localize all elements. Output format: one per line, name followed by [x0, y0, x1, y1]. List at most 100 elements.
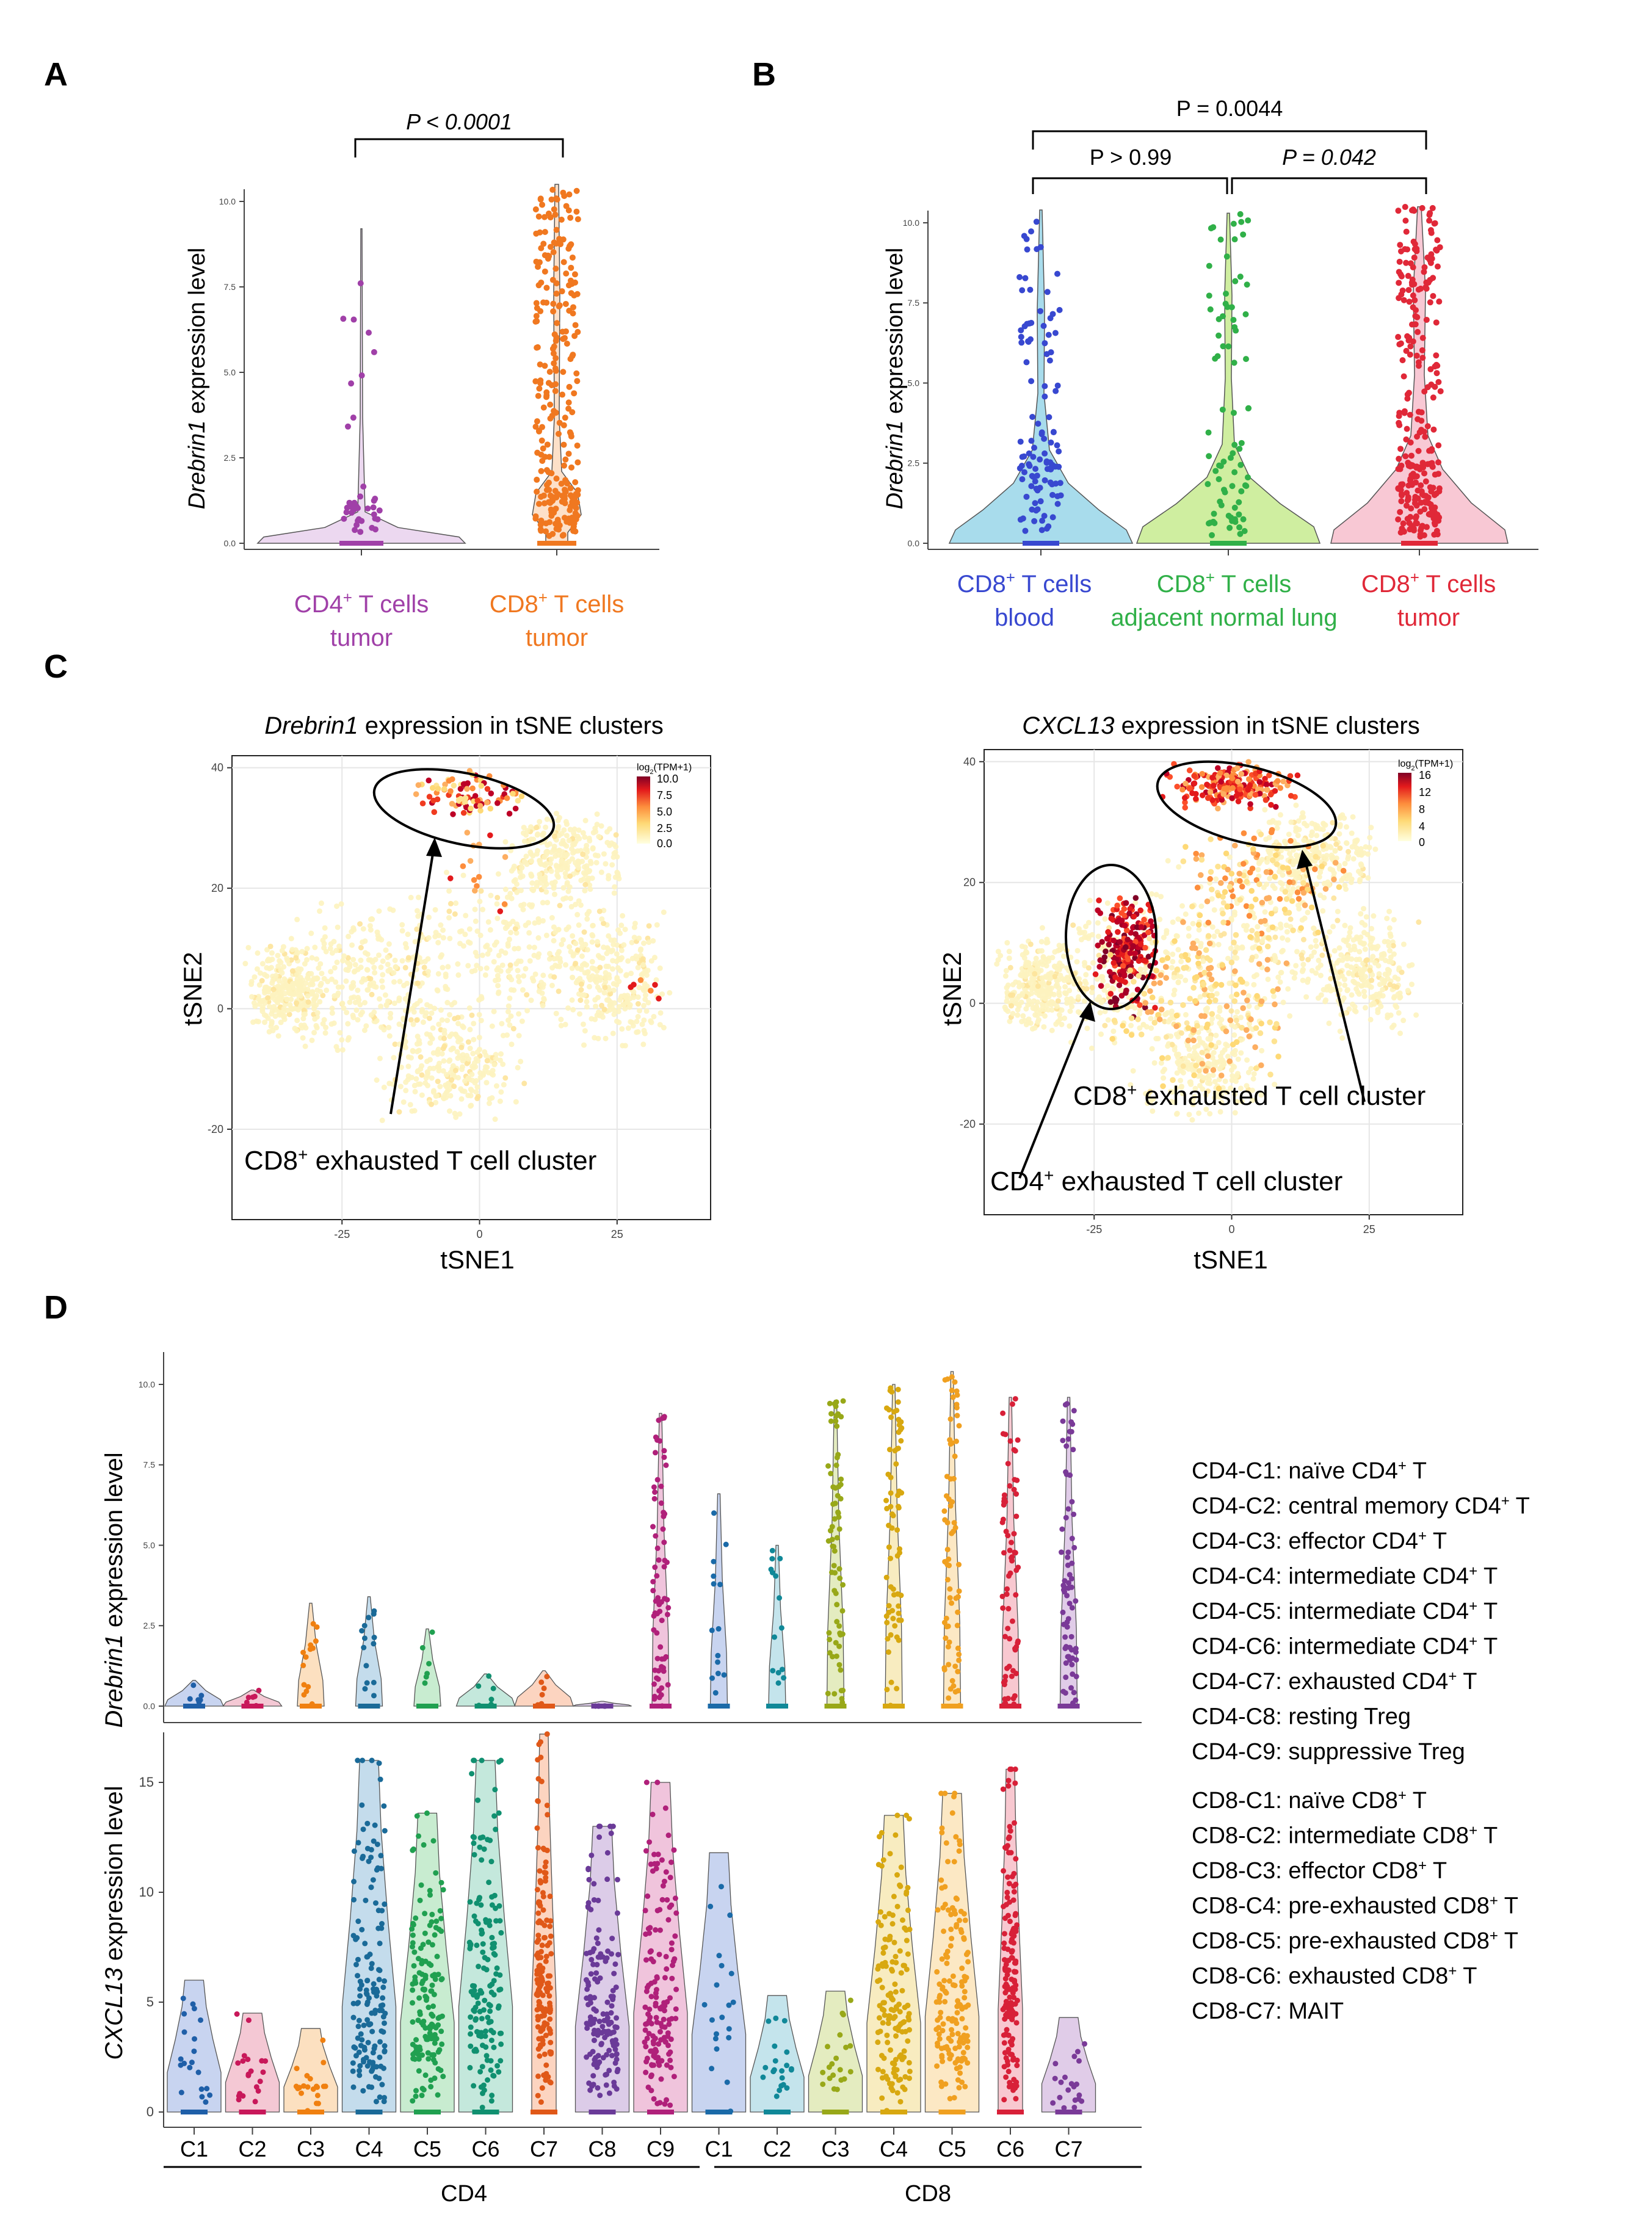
cell-point: [322, 1030, 328, 1036]
cell-point: [1272, 955, 1278, 961]
cell-point: [1290, 847, 1296, 853]
data-point: [1019, 287, 1026, 294]
cell-point: [1256, 946, 1263, 952]
data-point: [1433, 527, 1440, 534]
cell-point: [396, 995, 402, 1001]
data-point: [1016, 465, 1023, 472]
data-point: [1242, 356, 1249, 363]
cell-point: [1117, 939, 1123, 945]
cell-point: [349, 995, 355, 1001]
cell-point: [443, 869, 449, 875]
cell-point: [435, 786, 441, 792]
cell-point: [1032, 1006, 1038, 1012]
data-point: [358, 372, 365, 379]
cell-point: [294, 916, 300, 922]
cell-point: [537, 872, 543, 878]
data-point: [1399, 481, 1406, 488]
data-point: [1054, 382, 1061, 389]
data-point: [377, 1776, 383, 1782]
cell-point: [651, 955, 658, 961]
cell-point: [1095, 920, 1101, 926]
cell-point: [275, 952, 281, 958]
cell-point: [472, 906, 478, 913]
cell-point: [1203, 1106, 1209, 1112]
cell-point: [439, 1051, 445, 1057]
data-point: [1397, 340, 1404, 347]
cell-point: [1346, 942, 1352, 949]
cell-point: [1405, 988, 1411, 994]
tsne-right-title: CXCL13 expression in tSNE clusters: [1022, 712, 1419, 739]
cell-point: [1140, 1022, 1147, 1028]
cell-point: [576, 922, 582, 928]
cell-point: [477, 803, 484, 809]
cell-point: [1028, 980, 1034, 986]
cell-point: [424, 1069, 430, 1075]
cell-point: [1220, 900, 1226, 906]
cell-point: [625, 1025, 631, 1031]
zero-points-cd8: [537, 541, 576, 546]
cell-point: [493, 939, 499, 946]
cell-point: [569, 856, 575, 862]
data-point: [305, 1684, 311, 1690]
cell-point: [1295, 895, 1302, 902]
data-point: [1427, 366, 1434, 372]
cell-point: [1254, 993, 1260, 999]
cell-point: [1175, 1051, 1181, 1057]
cell-point: [1182, 952, 1189, 958]
cell-point: [1275, 986, 1281, 993]
data-point: [1054, 501, 1061, 507]
data-point: [565, 399, 572, 406]
zero-points: [1210, 541, 1247, 546]
tsne-left-grid: [232, 756, 711, 1220]
cell-point: [1386, 942, 1392, 949]
y-tick-label: 0.0: [224, 538, 236, 548]
data-point: [1418, 482, 1424, 489]
cell-point: [442, 781, 448, 787]
cell-point: [530, 888, 536, 894]
data-point: [1043, 351, 1050, 358]
data-point: [544, 441, 551, 448]
y-tick-label: 10.0: [903, 218, 919, 228]
cell-point: [578, 937, 584, 943]
cell-point: [1267, 875, 1273, 881]
violin: [1330, 206, 1509, 544]
data-point: [559, 498, 565, 505]
cell-point: [439, 952, 445, 958]
data-point: [1424, 384, 1431, 391]
cell-point: [1180, 1002, 1186, 1008]
violin-top: [355, 1596, 383, 1707]
cell-point: [1062, 990, 1068, 996]
panel-a-points: [339, 186, 581, 546]
cell-point: [654, 922, 660, 928]
cell-point: [1302, 902, 1308, 908]
cell-point: [551, 924, 557, 930]
cell-point: [513, 930, 520, 936]
cell-point: [425, 969, 431, 975]
cell-point: [499, 1021, 505, 1027]
cell-point: [612, 849, 618, 855]
cell-point: [1279, 949, 1285, 955]
data-point: [1017, 438, 1024, 445]
cell-point: [1311, 866, 1318, 872]
cell-point: [516, 1011, 522, 1017]
cell-point: [554, 951, 560, 957]
cell-point: [520, 873, 526, 879]
cell-point: [276, 995, 282, 1001]
cell-point: [589, 965, 595, 971]
cell-point: [1219, 962, 1226, 968]
data-point: [534, 476, 540, 483]
cell-point: [1206, 940, 1213, 947]
cell-point: [1228, 870, 1235, 877]
cell-point: [462, 795, 469, 801]
cell-point: [308, 971, 314, 977]
cell-point: [569, 965, 575, 971]
cell-point: [1181, 795, 1188, 801]
cell-point: [1089, 985, 1095, 991]
y-tick-label: 40: [963, 756, 976, 768]
cell-point: [484, 1058, 490, 1064]
cell-point: [1195, 960, 1201, 967]
cell-point: [399, 922, 405, 928]
panel-letter-a: A: [44, 56, 68, 93]
cell-point: [454, 1049, 460, 1055]
cell-point: [1255, 936, 1261, 942]
